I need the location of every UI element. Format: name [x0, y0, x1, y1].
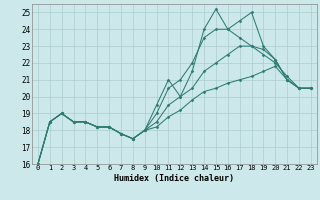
X-axis label: Humidex (Indice chaleur): Humidex (Indice chaleur) — [115, 174, 234, 183]
